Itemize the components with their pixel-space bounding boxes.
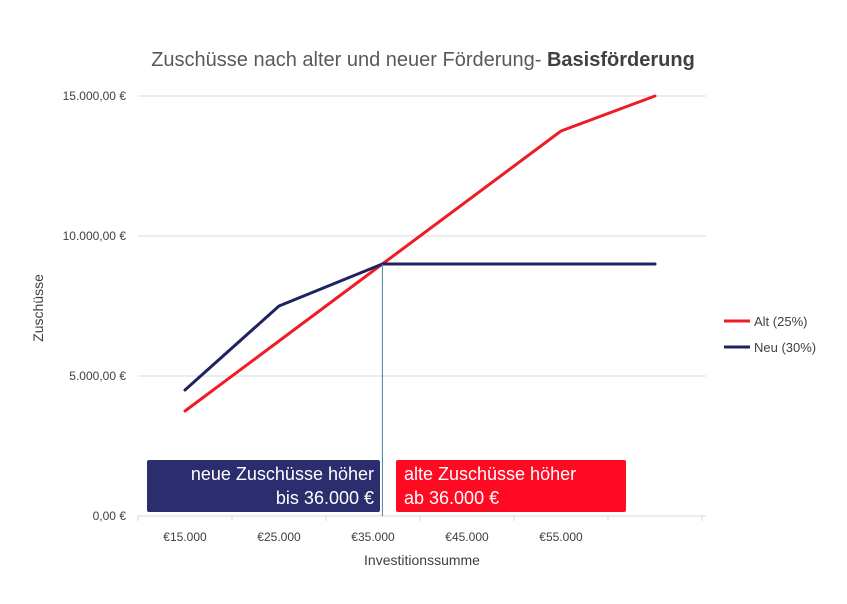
neue-zuschuesse-box-text: bis 36.000 € [276, 488, 374, 508]
x-axis-label: Investitionssumme [364, 552, 480, 568]
y-tick-label: 5.000,00 € [69, 369, 126, 383]
x-tick-labels: €15.000 €25.000 €35.000 €45.000 €55.000 [137, 516, 703, 544]
x-tick-label: €45.000 [445, 530, 489, 544]
y-tick-label: 0,00 € [93, 509, 127, 523]
series-line [183, 94, 657, 413]
y-tick-label: 10.000,00 € [63, 229, 127, 243]
series-line [183, 262, 657, 392]
legend: Alt (25%) Neu (30%) [724, 314, 816, 355]
legend-label: Neu (30%) [754, 340, 816, 355]
y-axis-label: Zuschüsse [30, 274, 46, 342]
alte-zuschuesse-box-text: alte Zuschüsse höher [404, 464, 576, 484]
x-tick-label: €25.000 [257, 530, 301, 544]
y-tick-labels: 0,00 € 5.000,00 € 10.000,00 € 15.000,00 € [63, 89, 127, 523]
gridlines [138, 95, 706, 517]
neue-zuschuesse-box [147, 460, 380, 512]
x-tick-label: €35.000 [351, 530, 395, 544]
chart-title: Zuschüsse nach alter und neuer Förderung… [151, 49, 695, 71]
neue-zuschuesse-box-text: neue Zuschüsse höher [191, 464, 374, 484]
alte-zuschuesse-box-text: ab 36.000 € [404, 488, 499, 508]
y-tick-label: 15.000,00 € [63, 89, 127, 103]
x-tick-label: €55.000 [539, 530, 583, 544]
x-tick-label: €15.000 [163, 530, 207, 544]
series-lines [183, 94, 657, 413]
alte-zuschuesse-box [396, 460, 626, 512]
legend-label: Alt (25%) [754, 314, 807, 329]
annotation-boxes: neue Zuschüsse höher bis 36.000 € alte Zus… [147, 460, 626, 512]
